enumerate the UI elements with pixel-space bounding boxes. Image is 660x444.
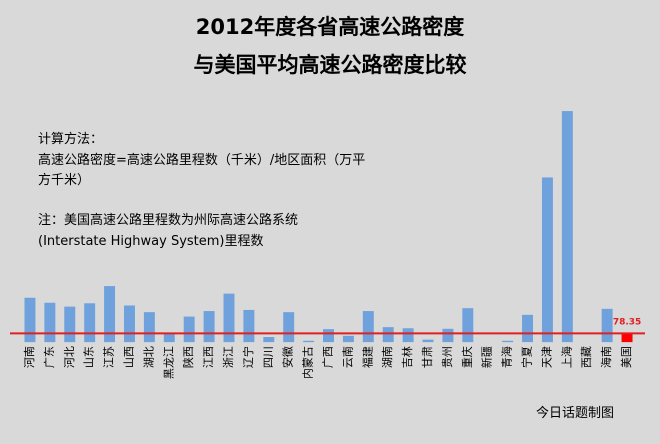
category-label: 吉林 [400,346,414,368]
category-label: 湖南 [381,346,394,368]
bar [24,297,36,343]
bar [143,312,155,343]
note-line: 高速公路密度=高速公路里程数（千米）/地区面积（万平 [38,152,365,168]
category-label: 黑龙江 [162,346,175,379]
category-label: 陕西 [181,346,195,368]
bar [601,308,613,343]
bar [243,309,255,343]
bar [44,302,56,343]
category-label: 山西 [122,346,135,368]
bar [64,306,76,343]
category-label: 宁夏 [520,346,534,368]
category-label: 安徽 [281,346,295,368]
category-label: 新疆 [480,346,494,368]
bar [362,311,374,343]
bar-highlight [621,333,633,343]
category-labels: 河南 广东 河北 山东 江苏 山西 湖北 黑龙江 陕西 江西 浙江 辽宁 四川 安徽 内蒙古 广西 云南 福建 湖南… [23,346,633,379]
note-line: 注：美国高速公路里程数为州际高速公路系统 [38,212,298,228]
category-label: 海南 [599,346,613,368]
category-label: 河北 [63,346,76,368]
bar [442,328,454,343]
bar [522,314,534,343]
category-label: 重庆 [460,346,474,368]
bar [402,328,414,343]
category-label: 山东 [83,346,96,368]
note-line: 方千米） [38,172,90,188]
category-label: 美国 [620,346,633,368]
category-label: 江西 [202,346,215,368]
category-label: 云南 [341,346,354,368]
category-label: 辽宁 [241,346,255,368]
bar [323,329,334,343]
bar [84,303,96,343]
bar [382,327,394,343]
category-label: 贵州 [441,346,454,368]
bar [541,177,553,343]
note-line: 计算方法： [38,131,103,147]
bar [183,316,195,343]
bar [163,332,175,343]
bars-layer [24,111,633,343]
bar [104,286,116,343]
bar [123,305,135,343]
category-label: 湖北 [142,346,155,368]
bar [263,337,275,343]
bar [502,340,514,343]
category-label: 广东 [43,346,56,368]
bar [283,312,295,343]
bar [203,311,215,343]
bar [342,335,354,343]
category-label: 内蒙古 [301,346,315,379]
category-label: 上海 [559,346,573,368]
category-label: 青海 [500,346,514,368]
bar [303,340,315,343]
bar [422,339,434,343]
chart-title: 2012年度各省高速公路密度 [196,15,464,39]
bar [462,308,474,343]
category-label: 河南 [23,346,36,368]
bar [223,293,235,343]
highlight-data-label: 78.35 [613,317,641,327]
category-label: 天津 [540,346,553,368]
category-label: 广西 [322,346,335,368]
category-label: 甘肃 [421,346,434,368]
chart-subtitle: 与美国平均高速公路密度比较 [194,53,467,77]
category-label: 浙江 [222,346,235,368]
category-label: 西藏 [580,346,593,368]
chart-credit: 今日话题制图 [536,405,614,421]
category-label: 四川 [262,346,275,368]
note-line: (Interstate Highway System)里程数 [38,234,264,249]
category-label: 福建 [360,346,374,368]
bar [561,111,573,343]
category-label: 江苏 [103,346,116,368]
